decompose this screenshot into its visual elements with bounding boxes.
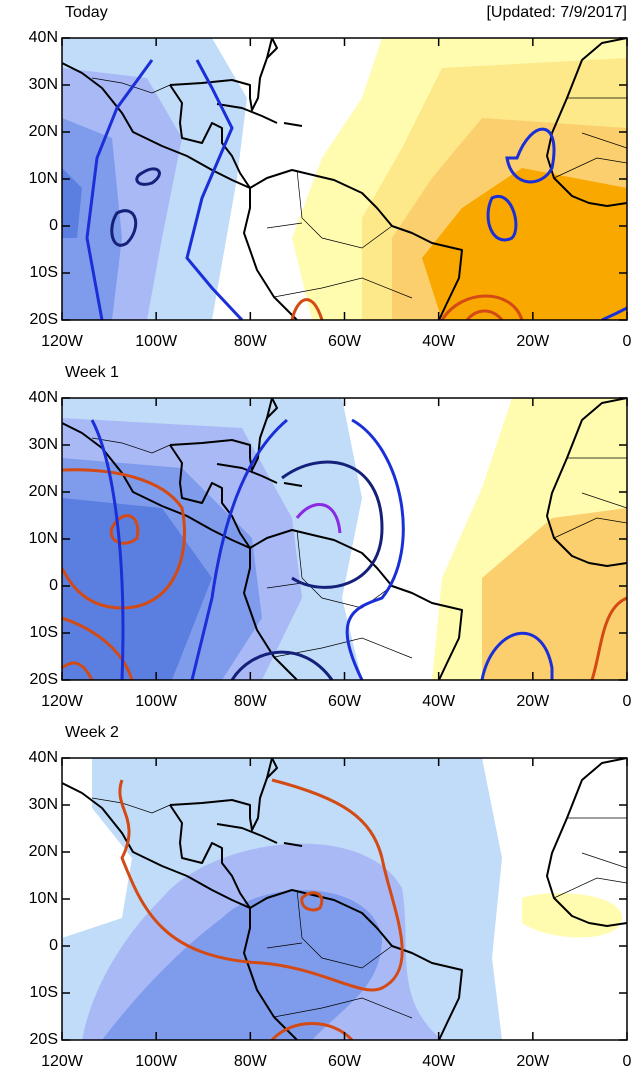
lat-label: 10S — [30, 624, 58, 641]
lat-label: 30N — [29, 796, 58, 813]
lat-label: 20S — [30, 311, 58, 328]
lon-label: 40W — [422, 333, 456, 350]
lon-label: 100W — [135, 333, 178, 350]
lon-label: 60W — [328, 1053, 362, 1070]
lat-label: 20N — [29, 843, 58, 860]
lat-label: 10S — [30, 984, 58, 1001]
lat-label: 0 — [49, 217, 58, 234]
lat-label: 10N — [29, 530, 58, 547]
updated-label: [Updated: 7/9/2017] — [486, 4, 627, 21]
lat-label: 30N — [29, 76, 58, 93]
lat-label: 20N — [29, 123, 58, 140]
lon-label: 120W — [41, 1053, 84, 1070]
lon-label: 60W — [328, 333, 362, 350]
lat-label: 0 — [49, 577, 58, 594]
lon-label: 40W — [422, 693, 456, 710]
lat-label: 0 — [49, 937, 58, 954]
lat-label: 10N — [29, 170, 58, 187]
lat-label: 40N — [29, 389, 58, 406]
lon-label: 60W — [328, 693, 362, 710]
lon-label: 80W — [234, 333, 268, 350]
lon-label: 120W — [41, 693, 84, 710]
lon-label: 20W — [516, 693, 550, 710]
panel-today — [61, 37, 628, 321]
lon-label: 100W — [135, 1053, 178, 1070]
lon-label: 20W — [516, 1053, 550, 1070]
lat-label: 20S — [30, 1031, 58, 1048]
lon-label: 0 — [623, 693, 632, 710]
lat-label: 20N — [29, 483, 58, 500]
lat-label: 20S — [30, 671, 58, 688]
lon-label: 80W — [234, 693, 268, 710]
panel-week1 — [61, 397, 628, 681]
lat-label: 30N — [29, 436, 58, 453]
lon-label: 120W — [41, 333, 84, 350]
lon-label: 0 — [623, 1053, 632, 1070]
panel-title: Week 2 — [65, 724, 119, 741]
lat-label: 10N — [29, 890, 58, 907]
lon-label: 20W — [516, 333, 550, 350]
lat-label: 40N — [29, 749, 58, 766]
lon-label: 100W — [135, 693, 178, 710]
panel-week2 — [61, 757, 628, 1041]
lon-label: 0 — [623, 333, 632, 350]
lat-label: 10S — [30, 264, 58, 281]
lon-label: 80W — [234, 1053, 268, 1070]
panel-title: Week 1 — [65, 364, 119, 381]
panel-title: Today — [65, 4, 108, 21]
lat-label: 40N — [29, 29, 58, 46]
lon-label: 40W — [422, 1053, 456, 1070]
